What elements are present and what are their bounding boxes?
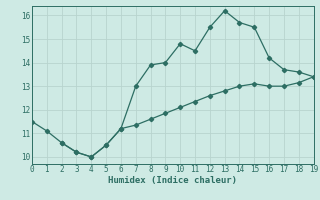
X-axis label: Humidex (Indice chaleur): Humidex (Indice chaleur): [108, 176, 237, 185]
